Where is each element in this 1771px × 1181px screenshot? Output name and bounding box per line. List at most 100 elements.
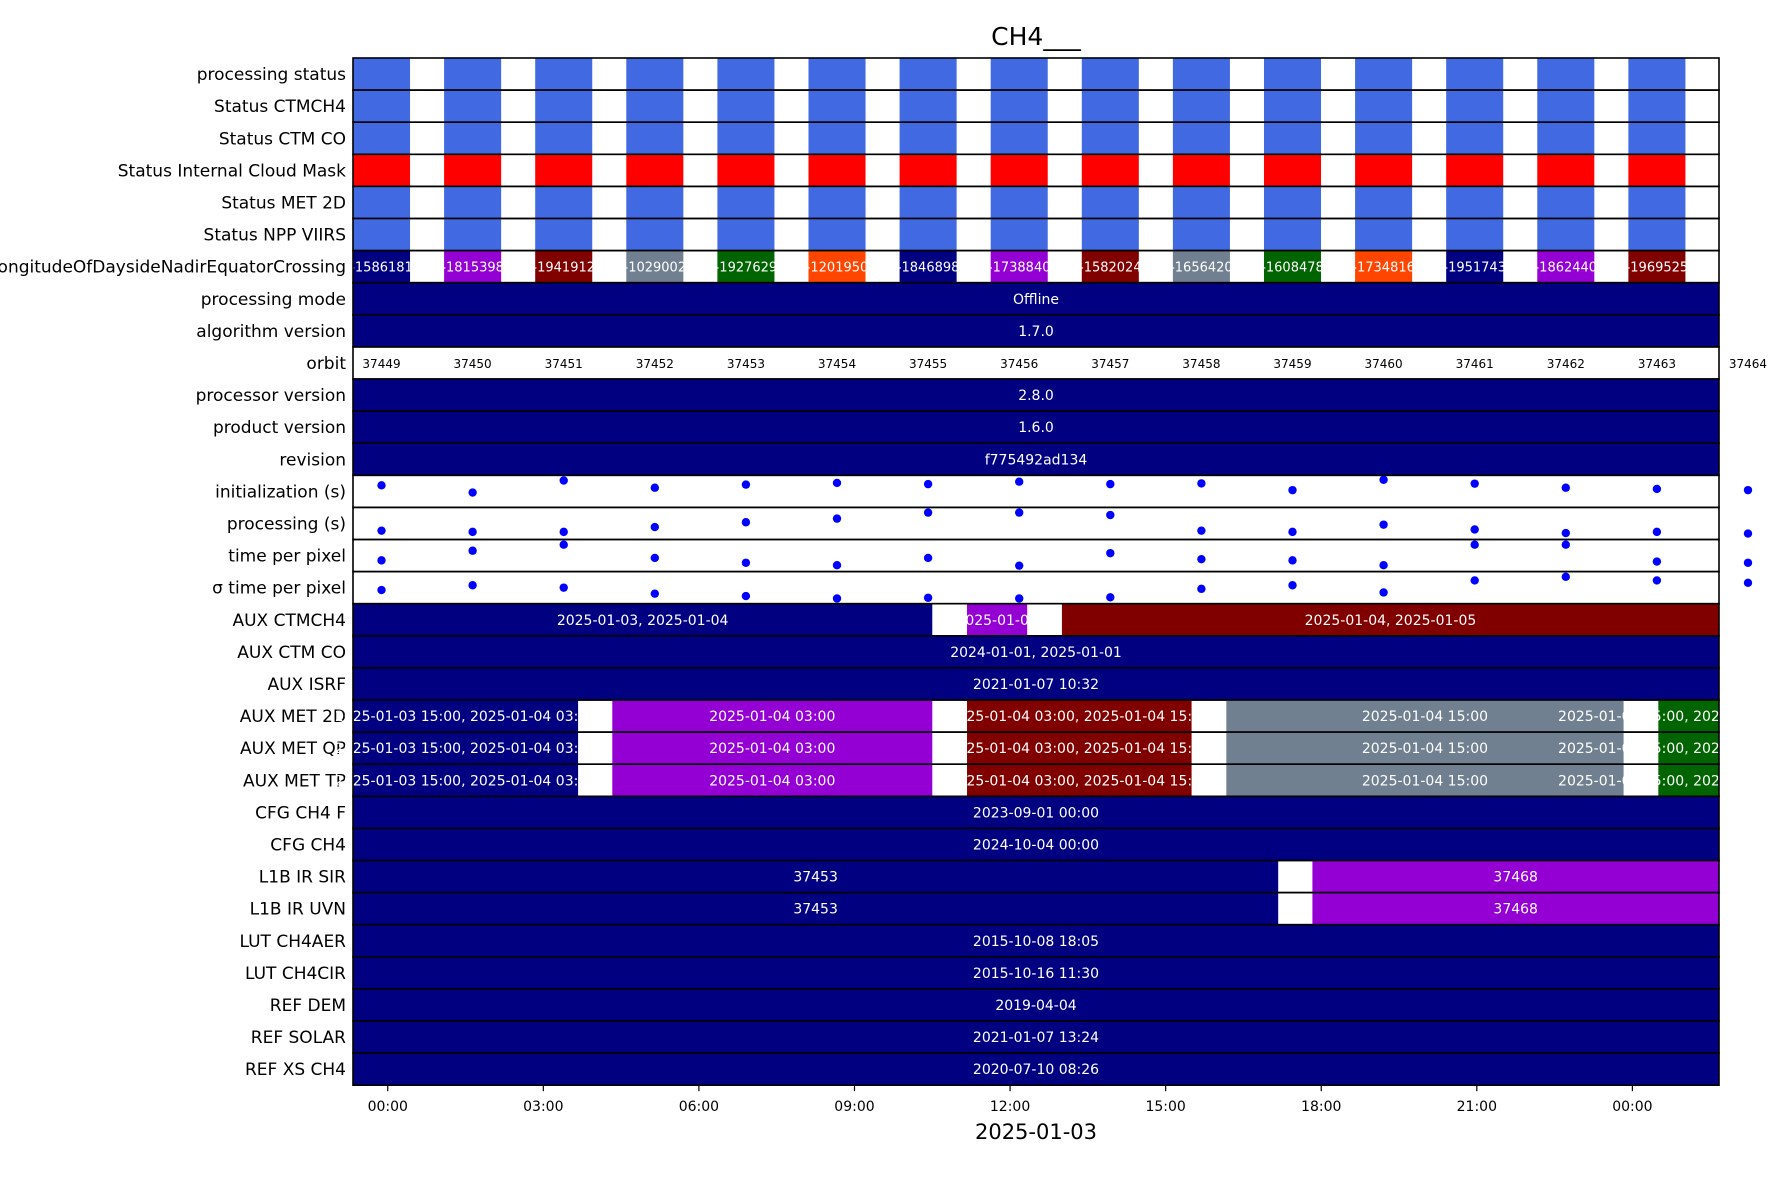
cell-status-met-2d-37459 [1263, 186, 1322, 219]
scatter-point-initialization-s [1561, 483, 1570, 492]
cell-status-met-2d-37456 [990, 186, 1048, 219]
row-label-time-per-pixel: σ time per pixel [212, 579, 346, 599]
segment-label-l1b-ir-uvn-0: 37453 [793, 902, 838, 918]
segment-aux-met-2d-2 [967, 700, 1192, 733]
longitude-value: -1830708 [1717, 261, 1771, 276]
cell-longitudeofdaysidenadirequatorcrossing-37460 [1355, 250, 1413, 283]
orbit-number: 37459 [1273, 357, 1311, 371]
cell-status-ctmch4-37463 [1628, 90, 1686, 123]
cell-status-met-2d-37449 [353, 186, 411, 219]
row-label-time-per-pixel: time per pixel [228, 547, 346, 567]
scatter-point-initialization-s [1652, 484, 1662, 494]
scatter-point-time-per-pixel [1379, 560, 1388, 570]
cell-status-met-2d-37451 [535, 186, 593, 219]
segment-ref-dem-0 [353, 988, 1719, 1021]
cell-status-ctmch4-37452 [626, 90, 684, 123]
segment-label-cfg-ch4-f-0: 2023-09-01 00:00 [973, 805, 1099, 821]
orbit-number: 37451 [545, 357, 583, 371]
cell-processing-status-37460 [1355, 58, 1413, 91]
longitude-value: -1201950 [806, 261, 869, 276]
longitude-value: -1815398 [441, 261, 504, 276]
x-tick-label: 21:00 [1457, 1099, 1497, 1115]
cell-status-ctm-co-37462 [1537, 122, 1595, 155]
cell-status-internal-cloud-mask-37456 [990, 154, 1048, 187]
cell-status-ctm-co-37459 [1263, 122, 1322, 155]
row-label-orbit: orbit [306, 354, 346, 374]
scatter-point-time-per-pixel [1561, 572, 1570, 582]
segment-label-cfg-ch4-0: 2024-10-04 00:00 [973, 837, 1099, 853]
scatter-point-processing-s [1106, 510, 1115, 520]
cell-status-ctmch4-37457 [1081, 90, 1139, 123]
cell-status-internal-cloud-mask-37451 [535, 154, 593, 187]
segment-aux-met-2d-4 [1658, 700, 1719, 733]
orbit-number: 37464 [1729, 357, 1767, 371]
cell-status-ctm-co-37463 [1628, 122, 1686, 155]
cell-processing-status-37458 [1172, 58, 1230, 91]
segment-label-aux-met-tp-0: 2025-01-03 15:00, 2025-01-04 03:00 [335, 773, 596, 789]
cell-status-met-2d-37457 [1081, 186, 1139, 219]
scatter-point-processing-s [468, 527, 477, 537]
cell-status-ctmch4-37460 [1355, 90, 1413, 123]
segment-label-aux-ctmch4-2: 2025-01-04, 2025-01-05 [1305, 613, 1477, 629]
cell-status-internal-cloud-mask-37460 [1355, 154, 1413, 187]
scatter-point-initialization-s [1743, 485, 1753, 495]
segment-aux-met-tp-4 [1658, 764, 1719, 797]
scatter-point-initialization-s [377, 481, 386, 490]
row-label-algorithm-version: algorithm version [196, 322, 346, 342]
longitude-value: -1951743 [1443, 261, 1506, 276]
cell-longitudeofdaysidenadirequatorcrossing-37453 [717, 250, 775, 283]
scatter-point-processing-s [1561, 528, 1570, 538]
cell-processing-status-37462 [1537, 58, 1595, 91]
scatter-point-initialization-s [559, 476, 568, 485]
scatter-point-initialization-s [1470, 479, 1479, 488]
cell-status-met-2d-37450 [444, 186, 502, 219]
segment-aux-ctmch4-1 [967, 603, 1028, 636]
cell-status-npp-viirs-37452 [626, 218, 684, 251]
segment-label-aux-met-2d-0: 2025-01-03 15:00, 2025-01-04 03:00 [335, 709, 596, 725]
cell-status-ctmch4-37456 [990, 90, 1048, 123]
segment-label-algorithm-version-0: 1.7.0 [1018, 324, 1054, 340]
segment-ref-solar-0 [353, 1021, 1719, 1054]
segment-label-aux-met-qp-3: 2025-01-04 15:00 [1362, 741, 1488, 757]
segment-label-processor-version-0: 2.8.0 [1018, 388, 1054, 404]
scatter-point-initialization-s [1106, 479, 1115, 489]
cell-status-npp-viirs-37460 [1355, 218, 1413, 251]
segment-aux-ctmch4-2 [1061, 603, 1719, 636]
cell-status-npp-viirs-37459 [1263, 218, 1322, 251]
scatter-point-processing-s [1470, 525, 1479, 534]
cell-processing-status-37461 [1446, 58, 1504, 91]
scatter-point-processing-s [650, 522, 660, 532]
segment-label-aux-met-tp-4: 2025-01-04 15:00, 2025-01-05 03:00 [1558, 773, 1771, 789]
cell-status-ctm-co-37458 [1172, 122, 1230, 155]
row-label-status-npp-viirs: Status NPP VIIRS [204, 226, 346, 246]
segment-label-aux-ctmch4-0: 2025-01-03, 2025-01-04 [557, 613, 729, 629]
cell-status-npp-viirs-37461 [1446, 218, 1504, 251]
cell-longitudeofdaysidenadirequatorcrossing-37451 [535, 250, 593, 283]
scatter-point-initialization-s [832, 478, 842, 488]
segment-label-l1b-ir-uvn-1: 37468 [1493, 902, 1538, 918]
segment-l1b-ir-sir-0 [353, 860, 1279, 893]
row-label-status-internal-cloud-mask: Status Internal Cloud Mask [118, 161, 346, 181]
scatter-point-time-per-pixel [1743, 578, 1753, 588]
segment-label-product-version-0: 1.6.0 [1018, 420, 1054, 436]
row-label-processing-status: processing status [197, 65, 346, 85]
x-tick-label: 00:00 [368, 1099, 408, 1115]
cell-status-internal-cloud-mask-37449 [353, 154, 411, 187]
cell-status-internal-cloud-mask-37454 [808, 154, 866, 187]
orbit-number: 37456 [1000, 357, 1038, 371]
segment-aux-met-tp-3 [1226, 764, 1624, 797]
segment-algorithm-version-0 [353, 314, 1719, 347]
cell-status-ctm-co-37464 [1719, 122, 1771, 154]
cell-status-internal-cloud-mask-37457 [1081, 154, 1139, 187]
segment-label-aux-met-2d-1: 2025-01-04 03:00 [709, 709, 835, 725]
longitude-value: -1586181 [350, 261, 413, 276]
segment-label-aux-met-qp-0: 2025-01-03 15:00, 2025-01-04 03:00 [335, 741, 596, 757]
chart-title: CH4___ [991, 22, 1081, 51]
segment-aux-isrf-0 [353, 667, 1719, 700]
scatter-point-time-per-pixel [1652, 557, 1662, 566]
cell-processing-status-37456 [990, 58, 1048, 91]
segment-aux-met-qp-1 [612, 732, 933, 765]
scatter-point-initialization-s [468, 488, 477, 497]
scatter-point-time-per-pixel [832, 560, 842, 570]
scatter-point-processing-s [1652, 527, 1662, 537]
